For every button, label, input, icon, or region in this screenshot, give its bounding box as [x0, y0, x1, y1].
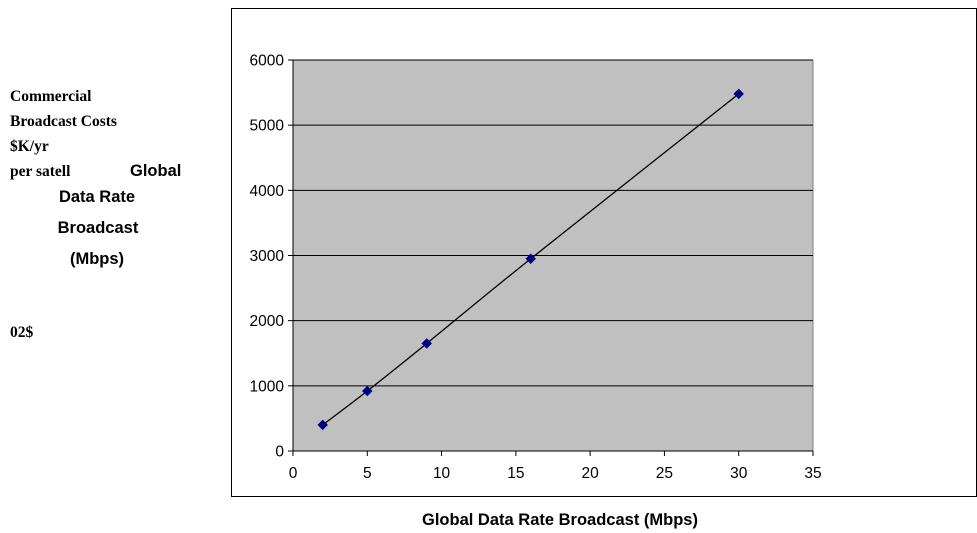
data-point: [421, 338, 433, 349]
y-tick-label: 3000: [250, 248, 285, 265]
side-text-line4b: Global: [130, 162, 181, 180]
side-text-line5: Data Rate: [59, 188, 135, 206]
side-text-line6: Broadcast: [58, 219, 139, 237]
data-point: [525, 253, 537, 265]
y-tick-label: 6000: [250, 53, 285, 70]
x-tick-label: 30: [730, 465, 748, 482]
data-point: [361, 385, 373, 397]
y-tick-label: 0: [275, 444, 284, 461]
y-tick-label: 1000: [250, 378, 285, 395]
data-point: [317, 419, 329, 431]
side-text-line4a: per satell: [10, 163, 71, 180]
series-points: [317, 88, 745, 431]
side-text-line3: $K/yr: [10, 138, 49, 155]
y-tick-label: 2000: [250, 313, 285, 330]
side-text-line1: Commercial: [10, 88, 92, 105]
y-axis-ticks: 0 1000 2000 3000 4000 5000 6000: [250, 53, 293, 461]
gridlines: [293, 59, 813, 387]
x-tick-label: 35: [804, 465, 821, 482]
x-tick-label: 20: [582, 465, 600, 482]
x-tick-label: 25: [656, 465, 673, 482]
y-tick-label: 4000: [250, 183, 285, 200]
y-tick-label: 5000: [250, 118, 285, 135]
data-point: [733, 88, 745, 100]
x-tick-label: 15: [507, 465, 524, 482]
side-text-line7: (Mbps): [70, 250, 124, 268]
x-tick-label: 10: [433, 465, 451, 482]
x-tick-label: 0: [289, 465, 298, 482]
x-axis-label: Global Data Rate Broadcast (Mbps): [422, 511, 698, 529]
side-text-stray: 02$: [10, 324, 34, 341]
side-text-line2: Broadcast Costs: [10, 113, 117, 130]
x-axis-ticks: 0 5 10 15 20 25 30 35: [289, 451, 822, 482]
x-tick-label: 5: [363, 465, 372, 482]
